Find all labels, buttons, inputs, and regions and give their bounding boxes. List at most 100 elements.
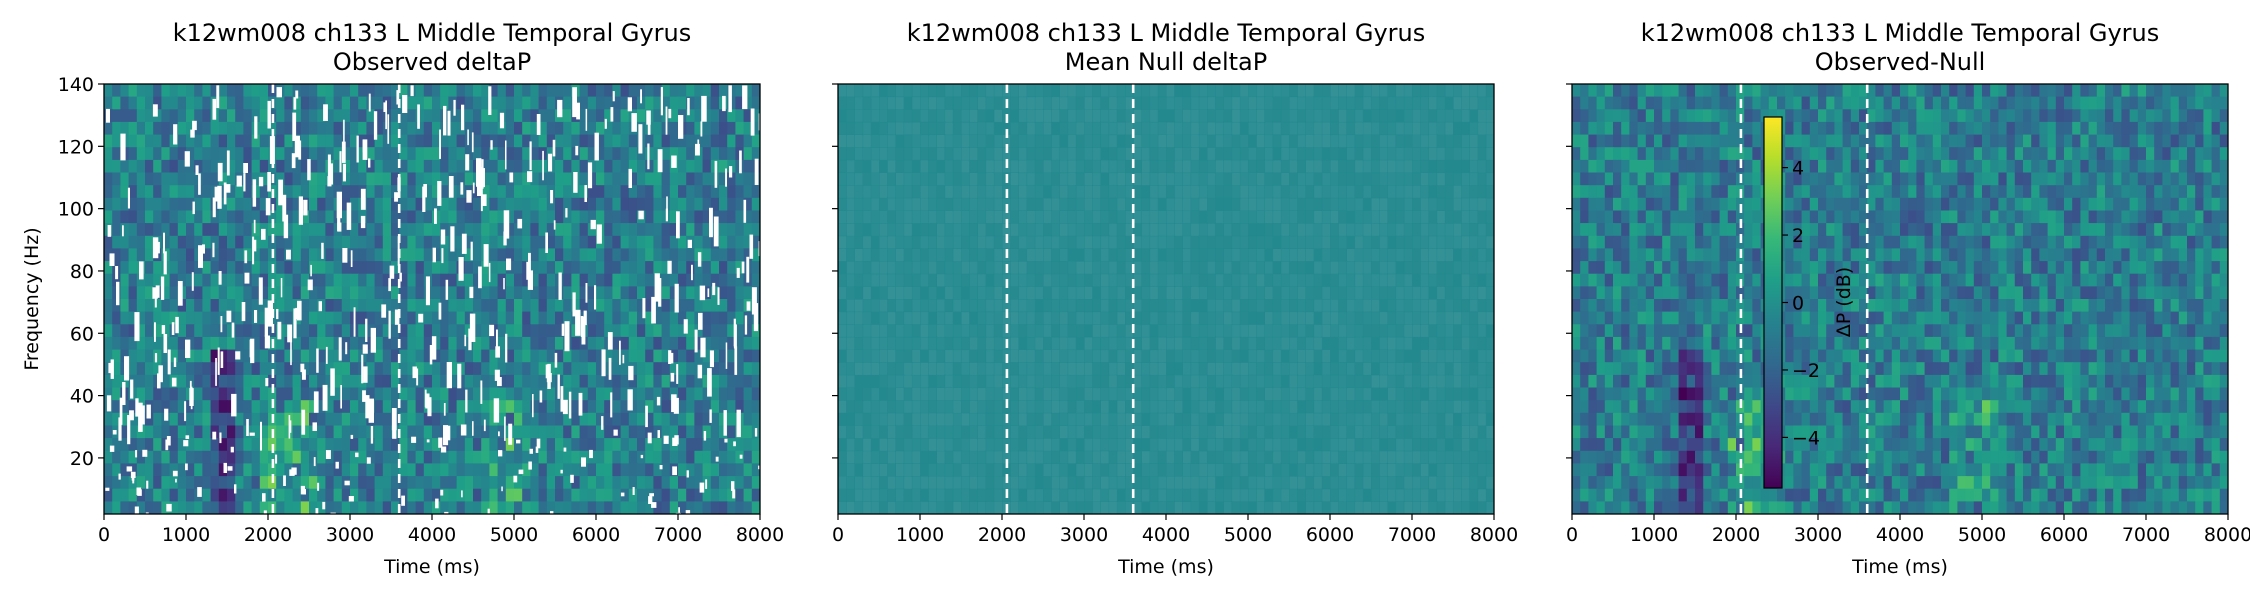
heatmap-cell: [424, 122, 433, 135]
heatmap-cell: [1330, 236, 1339, 249]
masked-region: [610, 392, 612, 417]
heatmap-cell: [1305, 147, 1314, 160]
heatmap-cell: [1428, 84, 1437, 97]
heatmap-cell: [969, 337, 978, 350]
heatmap-cell: [350, 236, 359, 249]
heatmap-cell: [317, 147, 326, 160]
heatmap-cell: [137, 438, 146, 451]
heatmap-cell: [662, 375, 671, 388]
heatmap-cell: [1141, 211, 1150, 224]
masked-region: [250, 340, 253, 358]
masked-region: [198, 245, 203, 268]
heatmap-cell: [202, 476, 211, 489]
heatmap-cell: [580, 185, 589, 198]
heatmap-cell: [1133, 299, 1142, 312]
heatmap-cell: [854, 299, 863, 312]
heatmap-cell: [194, 451, 203, 464]
heatmap-cell: [1469, 211, 1478, 224]
heatmap-cell: [1207, 324, 1216, 337]
heatmap-cell: [637, 501, 646, 514]
heatmap-cell: [928, 223, 937, 236]
heatmap-cell: [580, 97, 589, 110]
heatmap-cell: [301, 388, 310, 401]
heatmap-cell: [1412, 173, 1421, 186]
heatmap-cell: [1059, 312, 1068, 325]
heatmap-cell: [596, 501, 605, 514]
heatmap-cell: [317, 426, 326, 439]
heatmap-cell: [1166, 109, 1175, 122]
heatmap-cell: [211, 463, 220, 476]
heatmap-cell: [1166, 261, 1175, 274]
heatmap-cell: [936, 109, 945, 122]
heatmap-cell: [153, 489, 162, 502]
heatmap-cell: [1150, 274, 1159, 287]
heatmap-cell: [227, 299, 236, 312]
heatmap-cell: [1117, 198, 1126, 211]
heatmap-cell: [153, 261, 162, 274]
masked-region: [675, 284, 679, 313]
heatmap-cell: [1199, 223, 1208, 236]
heatmap-cell: [735, 211, 744, 224]
heatmap-cell: [555, 122, 564, 135]
masked-region: [739, 151, 742, 174]
heatmap-cell: [1199, 299, 1208, 312]
masked-region: [190, 130, 194, 138]
heatmap-cell: [1240, 173, 1249, 186]
heatmap-cell: [887, 223, 896, 236]
heatmap-cell: [977, 236, 986, 249]
heatmap-cell: [137, 122, 146, 135]
heatmap-cell: [1076, 173, 1085, 186]
heatmap-cell: [153, 135, 162, 148]
heatmap-cell: [1207, 286, 1216, 299]
heatmap-cell: [1256, 173, 1265, 186]
heatmap-cell: [539, 324, 548, 337]
heatmap-cell: [1182, 135, 1191, 148]
heatmap-cell: [928, 286, 937, 299]
heatmap-cell: [1469, 185, 1478, 198]
heatmap-cell: [1469, 248, 1478, 261]
heatmap-cell: [1166, 84, 1175, 97]
heatmap-cell: [1199, 135, 1208, 148]
heatmap-cell: [1346, 84, 1355, 97]
heatmap-cell: [879, 261, 888, 274]
heatmap-cell: [1478, 109, 1487, 122]
heatmap-cell: [1428, 109, 1437, 122]
heatmap-cell: [887, 286, 896, 299]
heatmap-cell: [432, 274, 441, 287]
heatmap-cell: [440, 476, 449, 489]
masked-region: [579, 393, 583, 416]
heatmap-cell: [375, 476, 384, 489]
heatmap-cell: [1346, 198, 1355, 211]
heatmap-cell: [252, 375, 261, 388]
heatmap-cell: [1223, 223, 1232, 236]
heatmap-cell: [1264, 135, 1273, 148]
heatmap-cell: [276, 135, 285, 148]
heatmap-cell: [686, 211, 695, 224]
heatmap-cell: [457, 388, 466, 401]
heatmap-cell: [366, 97, 375, 110]
heatmap-cell: [920, 84, 929, 97]
masked-region: [667, 261, 671, 274]
heatmap-cell: [895, 236, 904, 249]
heatmap-cell: [481, 135, 490, 148]
heatmap-cell: [202, 324, 211, 337]
heatmap-cell: [1191, 274, 1200, 287]
heatmap-cell: [465, 350, 474, 363]
masked-region: [559, 273, 562, 300]
heatmap-cell: [1461, 84, 1470, 97]
heatmap-cell: [1223, 135, 1232, 148]
heatmap-cell: [588, 375, 597, 388]
heatmap-cell: [555, 173, 564, 186]
heatmap-cell: [1478, 223, 1487, 236]
heatmap-cell: [1264, 160, 1273, 173]
heatmap-cell: [227, 198, 236, 211]
heatmap-cell: [863, 350, 872, 363]
heatmap-cell: [1256, 135, 1265, 148]
heatmap-cell: [432, 160, 441, 173]
heatmap-cell: [276, 160, 285, 173]
heatmap-cell: [604, 135, 613, 148]
heatmap-cell: [465, 173, 474, 186]
masked-region: [423, 184, 427, 197]
heatmap-cell: [637, 413, 646, 426]
heatmap-cell: [928, 261, 937, 274]
